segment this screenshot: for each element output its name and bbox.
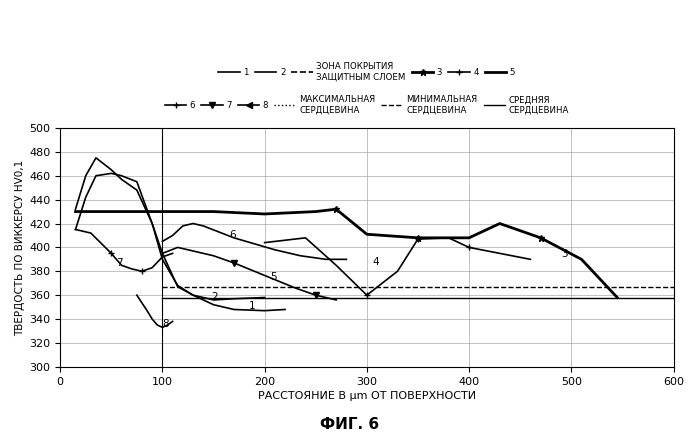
Text: 2: 2 [212,292,218,302]
Text: 7: 7 [117,259,123,268]
Text: 8: 8 [162,320,169,330]
Text: ФИГ. 6: ФИГ. 6 [320,417,379,432]
Legend: 6, 7, 8, МАКСИМАЛЬНАЯ
СЕРДЦЕВИНА, МИНИМАЛЬНАЯ
СЕРДЦЕВИНА, СРЕДНЯЯ
СЕРДЦЕВИНА: 6, 7, 8, МАКСИМАЛЬНАЯ СЕРДЦЕВИНА, МИНИМА… [161,92,572,118]
X-axis label: РАССТОЯНИЕ В μm ОТ ПОВЕРХНОСТИ: РАССТОЯНИЕ В μm ОТ ПОВЕРХНОСТИ [258,391,476,401]
Text: 4: 4 [372,257,379,267]
Text: 6: 6 [229,230,236,240]
Text: 5: 5 [270,271,276,281]
Y-axis label: ТВЕРДОСТЬ ПО ВИККЕРСУ HV0,1: ТВЕРДОСТЬ ПО ВИККЕРСУ HV0,1 [15,159,25,336]
Text: 1: 1 [250,301,256,311]
Text: 3: 3 [561,249,568,259]
